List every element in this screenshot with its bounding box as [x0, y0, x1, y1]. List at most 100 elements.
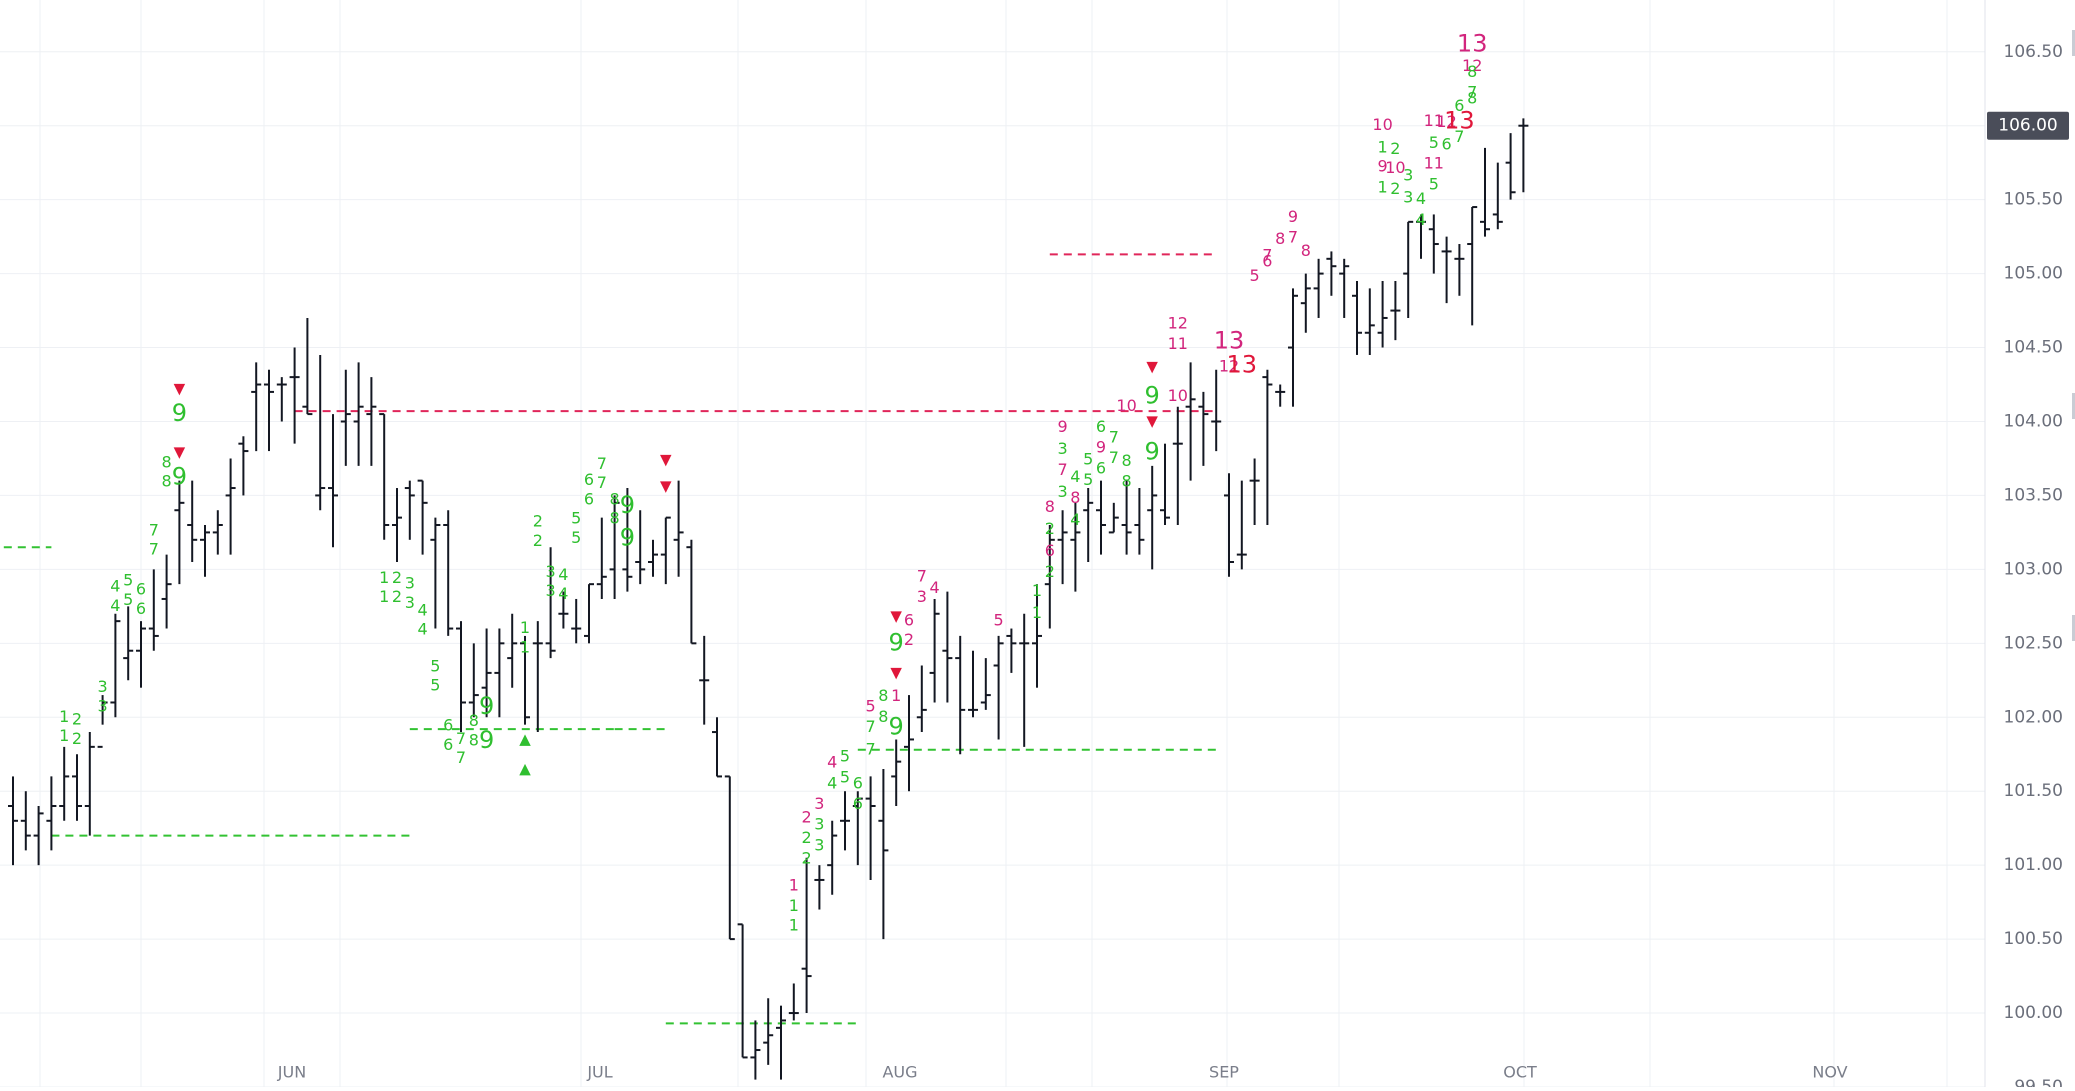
- setup-count-label: 8: [469, 730, 479, 749]
- setup-count-label: 3: [405, 574, 415, 593]
- buy-signal-arrow: ▲: [519, 760, 531, 778]
- setup-count-label: 7: [866, 739, 876, 758]
- setup-count-label: 9: [172, 399, 187, 427]
- setup-count-label: 5: [1083, 449, 1093, 468]
- ohlc-bar: [123, 606, 134, 681]
- setup-count-label: 8: [162, 452, 172, 471]
- setup-count-label: 4: [110, 577, 120, 596]
- setup-count-label: 8: [610, 489, 620, 508]
- setup-count-label: 1: [520, 618, 530, 637]
- price-tick-label: 102.50: [2004, 633, 2063, 653]
- setup-count-label: 9: [620, 491, 635, 519]
- right-edge-tab[interactable]: [2072, 615, 2075, 641]
- setup-count-label: 4: [418, 600, 428, 619]
- setup-count-label: 3: [1403, 165, 1413, 184]
- countdown-label: 11: [1424, 154, 1444, 173]
- setup-count-label: 2: [72, 729, 82, 748]
- month-tick-label: AUG: [882, 1063, 917, 1082]
- countdown-label: 4: [827, 753, 837, 772]
- ohlc-bar: [1518, 118, 1529, 193]
- ohlc-bar: [801, 857, 812, 1014]
- setup-count-label: 6: [443, 735, 453, 754]
- setup-count-label: 4: [558, 565, 568, 584]
- countdown-label: 13: [1457, 29, 1488, 57]
- price-tick-label: 101.00: [2004, 855, 2063, 875]
- ohlc-bar: [225, 458, 236, 555]
- ohlc-bar: [1326, 251, 1337, 296]
- ohlc-bar: [443, 510, 454, 636]
- countdown-label: 10: [1116, 396, 1136, 415]
- ohlc-bar: [827, 820, 838, 895]
- setup-count-label: 1: [1032, 603, 1042, 622]
- ohlc-bar: [1441, 236, 1452, 304]
- setup-count-label: 5: [123, 571, 133, 590]
- ohlc-bar: [648, 539, 658, 577]
- ohlc-bar: [686, 539, 697, 645]
- price-tick-label: 100.00: [2004, 1003, 2063, 1023]
- sell-signal-arrow: ▼: [890, 607, 902, 625]
- setup-count-label: 4: [1070, 467, 1080, 486]
- month-tick-label: JUL: [586, 1063, 612, 1082]
- ohlc-bar: [942, 591, 953, 703]
- countdown-label: 1: [789, 875, 799, 894]
- price-tick-label: 100.50: [2004, 929, 2063, 949]
- ohlc-bar: [1403, 220, 1414, 318]
- ohlc-bar: [1454, 244, 1465, 296]
- setup-count-label: 6: [584, 470, 594, 489]
- setup-count-label: 6: [1096, 458, 1106, 477]
- setup-count-label: 3: [98, 677, 108, 696]
- ohlc-bar: [276, 377, 287, 422]
- buy-signal-arrow: ▲: [519, 730, 531, 748]
- setup-count-label: 5: [1083, 470, 1093, 489]
- setup-count-label: 7: [149, 520, 159, 539]
- ohlc-bar: [929, 598, 940, 703]
- countdown-label: 2: [802, 807, 812, 826]
- setup-count-label: 7: [597, 473, 607, 492]
- ohlc-bar: [187, 480, 198, 562]
- month-tick-label: JUN: [277, 1063, 306, 1082]
- ohlc-bar: [1377, 280, 1388, 348]
- setup-count-label: 7: [597, 454, 607, 473]
- setup-count-label: 1: [520, 637, 530, 656]
- countdown-label: 8: [1045, 497, 1055, 516]
- countdown-label: 1: [891, 686, 901, 705]
- ohlc-bar: [97, 695, 108, 748]
- setup-count-label: 5: [1429, 133, 1439, 152]
- ohlc-bar: [1313, 258, 1324, 318]
- price-axis[interactable]: 106.50106.00105.50105.00104.50104.00103.…: [2004, 42, 2063, 1091]
- ohlc-bar: [1390, 280, 1401, 341]
- ohlc-bar: [494, 628, 505, 718]
- ohlc-bar: [328, 414, 338, 548]
- ohlc-bar: [302, 317, 313, 416]
- setup-count-label: 8: [1467, 89, 1477, 108]
- ohlc-bar: [852, 791, 863, 866]
- setup-count-label: 5: [1429, 174, 1439, 193]
- right-edge-tab[interactable]: [2072, 30, 2075, 56]
- right-edge-tab[interactable]: [2072, 393, 2075, 419]
- setup-count-label: 3: [814, 835, 824, 854]
- time-axis[interactable]: JUN JUL AUG SEP OCT NOV: [277, 1063, 1848, 1082]
- ohlc-bar: [1108, 502, 1119, 534]
- tdst-lines: [0, 253, 1217, 1025]
- sell-signal-arrow: ▼: [174, 443, 186, 461]
- ohlc-bar: [46, 776, 57, 851]
- setup-count-label: 4: [418, 620, 428, 639]
- setup-count-label: 3: [405, 593, 415, 612]
- setup-count-label: 7: [149, 540, 159, 559]
- ohlc-bar: [366, 377, 377, 466]
- setup-count-label: 9: [172, 463, 187, 491]
- setup-count-label: 6: [136, 580, 146, 599]
- ohlc-bar: [392, 488, 402, 562]
- setup-count-label: 6: [853, 773, 863, 792]
- setup-count-label: 5: [430, 656, 440, 675]
- ohlc-bar: [1172, 406, 1183, 526]
- setup-count-label: 1: [59, 707, 69, 726]
- ohlc-bar: [891, 739, 902, 807]
- ohlc-bar: [545, 547, 556, 659]
- setup-count-label: 9: [889, 713, 904, 741]
- month-tick-label: NOV: [1812, 1063, 1847, 1082]
- setup-count-label: 3: [546, 581, 556, 600]
